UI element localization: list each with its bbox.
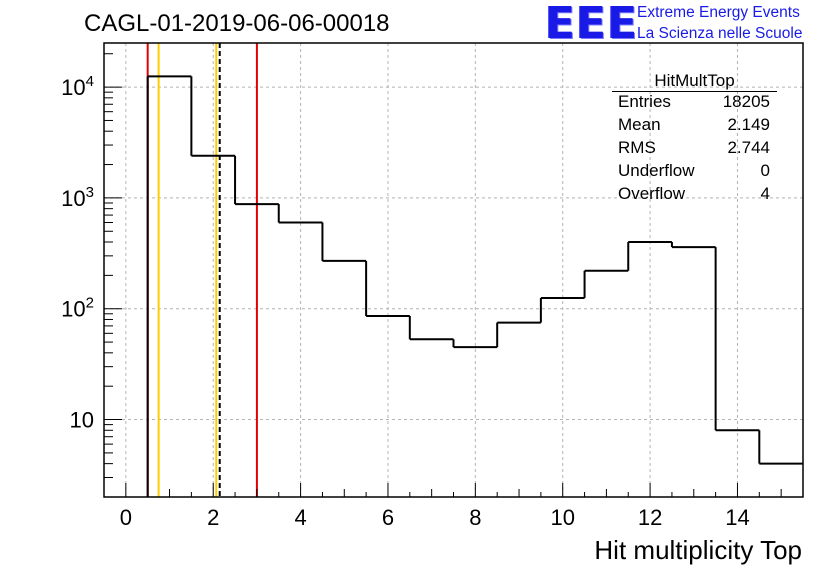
stats-label: Underflow	[618, 161, 695, 180]
y-tick-exponent: 2	[86, 295, 94, 312]
y-tick-exponent: 4	[86, 73, 94, 90]
x-tick-label: 12	[638, 505, 662, 530]
x-tick-label: 0	[120, 505, 132, 530]
stats-title: HitMultTop	[654, 71, 735, 90]
stats-value: 2.149	[727, 115, 770, 134]
stats-value: 0	[760, 161, 770, 180]
chart-title: CAGL-01-2019-06-06-00018	[84, 10, 390, 37]
stats-row-overflow: Overflow 4	[618, 184, 770, 206]
y-tick-label: 103	[61, 184, 94, 211]
stats-value: 18205	[722, 92, 770, 111]
y-tick-exponent: 3	[86, 184, 94, 201]
stats-label: Mean	[618, 115, 661, 134]
stats-row-underflow: Underflow 0	[618, 161, 770, 183]
stats-value: 4	[760, 184, 770, 203]
eee-logo: EEE	[545, 0, 639, 49]
y-tick-base: 10	[61, 75, 85, 100]
x-axis-label: Hit multiplicity Top	[594, 535, 802, 565]
stats-row-mean: Mean 2.149	[618, 115, 770, 137]
stats-label: Overflow	[618, 184, 686, 203]
x-tick-label: 6	[382, 505, 394, 530]
x-tick-label: 10	[550, 505, 574, 530]
stats-label: RMS	[618, 138, 656, 157]
stats-divider	[612, 91, 777, 92]
stats-row-entries: Entries 18205	[618, 92, 770, 114]
stats-label: Entries	[618, 92, 671, 111]
y-tick-label: 104	[61, 73, 94, 100]
y-tick-base: 10	[70, 408, 94, 433]
logo-line-1: Extreme Energy Events	[637, 4, 800, 21]
x-tick-label: 2	[207, 505, 219, 530]
x-tick-label: 14	[725, 505, 749, 530]
stats-value: 2.744	[727, 138, 770, 157]
x-tick-label: 8	[469, 505, 481, 530]
y-tick-label: 102	[61, 295, 94, 322]
x-tick-label: 4	[294, 505, 306, 530]
logo-line-2: La Scienza nelle Scuole	[637, 25, 803, 42]
y-tick-base: 10	[61, 297, 85, 322]
y-tick-base: 10	[61, 186, 85, 211]
stats-row-rms: RMS 2.744	[618, 138, 770, 160]
y-tick-label: 10	[70, 408, 94, 433]
